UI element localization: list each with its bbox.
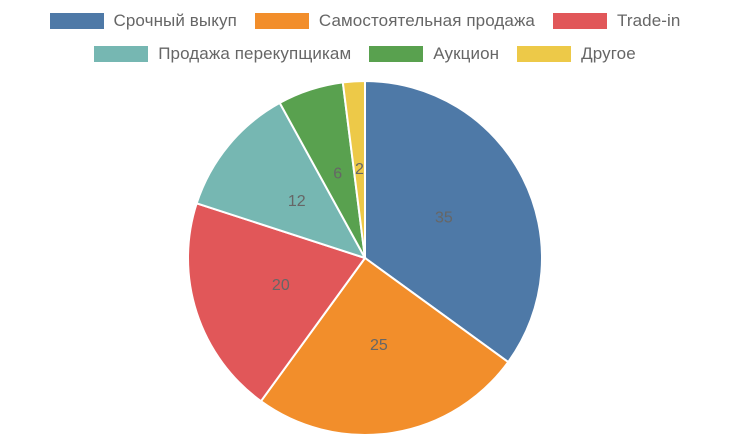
slice-самостоятельная-продажа[interactable] [259, 256, 510, 436]
legend-label: Продажа перекупщикам [158, 44, 352, 63]
legend-row-1: Срочный выкуп Самостоятельная продажа Tr… [0, 11, 730, 31]
slice-data-label: 12 [288, 193, 306, 210]
legend-swatch [517, 46, 572, 62]
slice-data-label: 2 [355, 161, 364, 178]
slice-data-label: 6 [333, 165, 342, 182]
slice-data-label: 20 [272, 277, 290, 294]
legend-swatch [49, 13, 104, 29]
legend-label: Срочный выкуп [113, 11, 237, 30]
slice-другое[interactable] [341, 79, 366, 259]
legend-swatch [94, 46, 149, 62]
legend-row-2: Продажа перекупщикам Аукцион Другое [0, 44, 730, 64]
slice-data-label: 35 [435, 209, 453, 226]
legend-item-samostoyatelnaya-prodazha[interactable]: Самостоятельная продажа [254, 11, 535, 31]
legend-swatch [553, 13, 607, 29]
slice-срочный-выкуп[interactable] [364, 79, 543, 364]
slice-продажа-перекупщикам[interactable] [195, 101, 368, 260]
legend-item-trade-in[interactable]: Trade-in [553, 11, 680, 31]
legend-label: Аукцион [433, 44, 500, 63]
legend-label: Другое [581, 44, 636, 63]
legend-swatch [369, 46, 424, 62]
pie-slices [187, 79, 543, 436]
legend-swatch [254, 13, 309, 29]
slice-trade-in[interactable] [187, 202, 367, 403]
legend-item-auktsion[interactable]: Аукцион [369, 44, 499, 64]
legend-item-drugoe[interactable]: Другое [517, 44, 636, 64]
pie-data-labels: 35 25 20 12 6 2 [272, 161, 453, 354]
legend-item-prodazha-perekupshchikam[interactable]: Продажа перекупщикам [94, 44, 351, 64]
slice-data-label: 25 [370, 337, 388, 354]
legend-item-srochny-vykup[interactable]: Срочный выкуп [49, 11, 237, 31]
legend-label: Самостоятельная продажа [318, 11, 535, 30]
legend-label: Trade-in [617, 11, 681, 30]
